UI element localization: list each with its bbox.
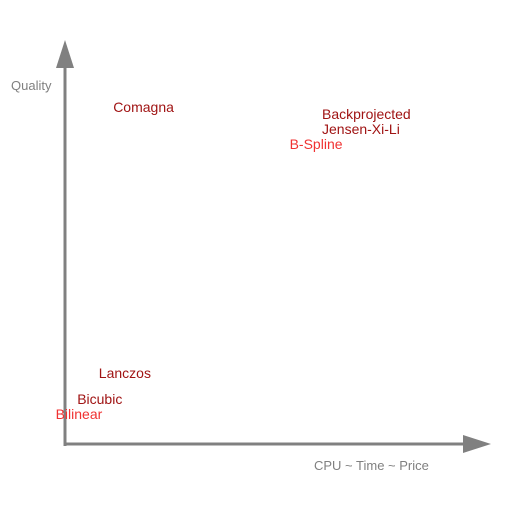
point-label-b-spline: B-Spline [290,136,343,152]
x-axis-label: CPU ~ Time ~ Price [314,458,429,473]
x-axis-arrowhead [463,435,491,453]
axes [56,40,491,453]
y-axis-arrowhead [56,40,74,68]
point-label-lanczos: Lanczos [99,365,151,381]
data-point-labels: Comagna BackprojectedJensen-Xi-LiB-Spline… [56,99,411,422]
point-label-bicubic: Bicubic [77,391,122,407]
y-axis-label: Quality [11,78,52,93]
point-label-jensen-xi-li: Jensen-Xi-Li [322,121,400,137]
point-label-comagna: Comagna [113,99,174,115]
point-label-bilinear: Bilinear [56,406,103,422]
point-label-backprojected: Backprojected [322,106,411,122]
